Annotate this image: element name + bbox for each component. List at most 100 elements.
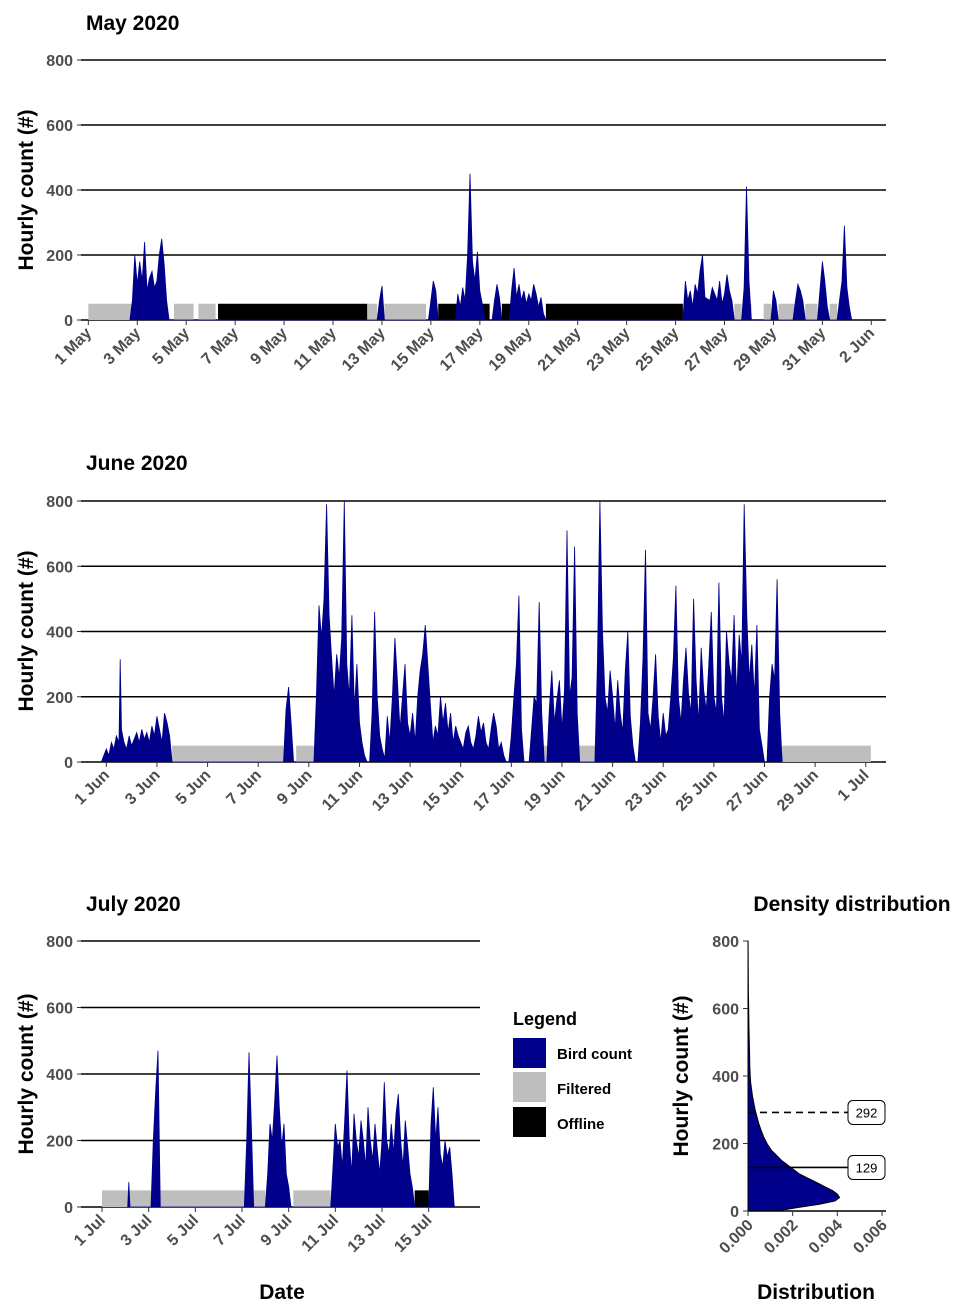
may-filtered-band (173, 303, 194, 320)
july-x-tick-label: 13 Jul (345, 1212, 389, 1256)
july-y-tick-label: 600 (46, 1001, 73, 1018)
may-x-tick-label: 19 May (486, 325, 536, 375)
july-x-tick-label: 9 Jul (258, 1212, 296, 1250)
june-panel: June 2020 Hourly count (#) 0 200 400 600 800… (15, 452, 886, 815)
density-x-tick-label: 0.004 (806, 1217, 846, 1257)
june-x-tick-label: 15 Jun (420, 767, 468, 815)
may-x-tick-label: 23 May (584, 325, 634, 375)
june-y-tick-label: 600 (46, 559, 73, 576)
may-x-tick-label: 17 May (437, 325, 487, 375)
legend-swatch-filtered (513, 1072, 546, 1102)
may-x-tick-label: 5 May (150, 325, 194, 369)
density-plot-area: 0 200 400 600 800 0.000 0.002 0.004 0.006 292 129 (712, 934, 891, 1257)
may-y-tick-label: 800 (46, 53, 73, 70)
may-x-tick-label: 21 May (535, 325, 585, 375)
july-x-tick-label: 11 Jul (299, 1212, 342, 1255)
may-filtered-band (88, 303, 133, 320)
may-filtered-band (763, 303, 771, 320)
june-x-tick-label: 19 Jun (521, 767, 569, 815)
may-x-tick-label: 29 May (731, 325, 781, 375)
may-filtered-band (367, 303, 378, 320)
legend-swatch-bird-count (513, 1038, 546, 1068)
july-panel: July 2020 Hourly count (#) Date 0 200 400 6… (15, 893, 480, 1304)
legend-title: Legend (513, 1009, 577, 1029)
june-x-tick-label: 1 Jun (72, 767, 114, 809)
may-filtered-band (198, 303, 216, 320)
july-x-tick-label: 15 Jul (391, 1212, 435, 1256)
density-x-tick-label: 0.002 (761, 1217, 801, 1257)
july-plot-area: 0 200 400 600 800 1 Jul 3 Jul 5 Jul 7 Jul 9 Jul 11… (46, 934, 480, 1256)
june-x-tick-label: 23 Jun (622, 767, 670, 815)
june-x-tick-label: 21 Jun (572, 767, 620, 815)
may-offline-band (545, 303, 683, 320)
july-filtered-band (102, 1190, 151, 1207)
june-x-tick-label: 9 Jun (274, 767, 316, 809)
may-x-tick-label: 25 May (633, 325, 683, 375)
june-title: June 2020 (86, 452, 188, 475)
may-x-tick-label: 27 May (682, 325, 732, 375)
july-y-tick-label: 800 (46, 934, 73, 951)
density-y-tick-label: 400 (712, 1069, 739, 1086)
density-y-tick-label: 800 (712, 934, 739, 951)
june-x-tick-label: 27 Jun (723, 767, 771, 815)
may-x-tick-label: 11 May (291, 325, 340, 374)
july-offline-band (414, 1190, 429, 1207)
may-x-tick-label: 9 May (247, 325, 291, 369)
june-filtered-band (574, 745, 598, 762)
density-y-axis-label: Hourly count (#) (670, 996, 693, 1157)
density-area (747, 940, 841, 1212)
may-x-tick-label: 13 May (339, 325, 389, 375)
june-plot-area: 0 200 400 600 800 1 Jun 3 Jun 5 Jun 7 Jun 9 Jun 11… (46, 494, 886, 815)
legend-label-bird-count: Bird count (557, 1046, 632, 1063)
july-y-tick-label: 200 (46, 1134, 73, 1151)
legend: Legend Bird count Filtered Offline (513, 1009, 632, 1137)
may-filtered-band (734, 303, 742, 320)
may-y-tick-label: 600 (46, 118, 73, 135)
density-x-tick-label: 0.006 (850, 1217, 890, 1257)
density-title: Density distribution (753, 893, 950, 916)
june-x-tick-label: 5 Jun (173, 767, 215, 809)
may-panel: May 2020 Hourly count (#) 0 200 400 600 800 1… (15, 12, 886, 375)
legend-swatch-offline (513, 1107, 546, 1137)
may-filtered-band (805, 303, 818, 320)
june-y-tick-label: 200 (46, 690, 73, 707)
may-y-tick-label: 400 (46, 183, 73, 200)
legend-label-filtered: Filtered (557, 1081, 611, 1098)
june-x-tick-label: 1 Jul (835, 767, 873, 805)
density-y-tick-label: 0 (730, 1204, 739, 1221)
density-y-tick-label: 200 (712, 1137, 739, 1154)
july-x-tick-label: 7 Jul (211, 1212, 249, 1250)
may-y-tick-label: 200 (46, 248, 73, 265)
june-filtered-band (782, 745, 871, 762)
density-reference-label-box (847, 1154, 886, 1180)
june-x-tick-label: 11 Jun (319, 767, 366, 814)
june-y-axis-label: Hourly count (#) (15, 551, 38, 712)
may-filtered-band (384, 303, 426, 320)
june-bird-count-series (100, 500, 783, 763)
july-filtered-band (160, 1190, 245, 1207)
july-y-tick-label: 0 (64, 1200, 73, 1217)
june-x-tick-label: 3 Jun (122, 767, 164, 809)
june-x-tick-label: 17 Jun (470, 767, 518, 815)
may-x-tick-label: 1 May (52, 325, 96, 369)
density-y-tick-label: 600 (712, 1002, 739, 1019)
may-filtered-band (829, 303, 838, 320)
may-x-tick-label: 3 May (101, 325, 145, 369)
may-y-tick-label: 0 (64, 313, 73, 330)
may-filtered-band (778, 303, 796, 320)
may-x-tick-label: 15 May (388, 325, 438, 375)
june-filtered-band (172, 745, 284, 762)
density-x-axis-label: Distribution (757, 1281, 875, 1304)
june-x-tick-label: 13 Jun (369, 767, 417, 815)
may-x-tick-label: 31 May (779, 325, 829, 375)
july-y-tick-label: 400 (46, 1067, 73, 1084)
july-x-tick-label: 3 Jul (118, 1212, 156, 1250)
legend-label-offline: Offline (557, 1116, 605, 1133)
density-reference-label-box (847, 1099, 886, 1125)
may-x-tick-label: 7 May (199, 325, 243, 369)
july-title: July 2020 (86, 893, 181, 916)
may-y-axis-label: Hourly count (#) (15, 110, 38, 271)
density-reference-label: 292 (856, 1105, 878, 1120)
july-x-tick-label: 5 Jul (164, 1212, 202, 1250)
